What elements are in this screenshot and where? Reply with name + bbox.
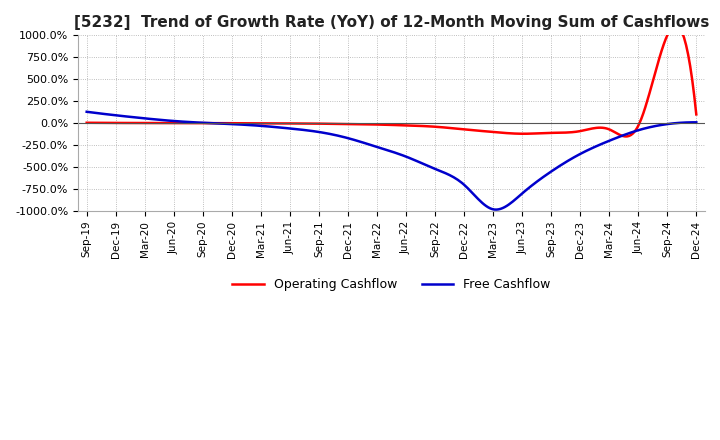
Free Cashflow: [82, 109, 91, 114]
Operating Cashflow: [692, 112, 701, 117]
Free Cashflow: [84, 110, 93, 115]
Free Cashflow: [456, 179, 464, 184]
Operating Cashflow: [444, 125, 452, 130]
Operating Cashflow: [456, 126, 464, 132]
Operating Cashflow: [623, 134, 631, 139]
Operating Cashflow: [445, 125, 454, 131]
Title: [5232]  Trend of Growth Rate (YoY) of 12-Month Moving Sum of Cashflows: [5232] Trend of Growth Rate (YoY) of 12-…: [73, 15, 709, 30]
Operating Cashflow: [672, 22, 680, 28]
Free Cashflow: [492, 207, 501, 212]
Free Cashflow: [637, 127, 646, 132]
Free Cashflow: [598, 141, 607, 146]
Free Cashflow: [692, 120, 701, 125]
Free Cashflow: [444, 172, 452, 177]
Operating Cashflow: [84, 120, 93, 125]
Free Cashflow: [445, 172, 454, 178]
Line: Free Cashflow: Free Cashflow: [86, 112, 696, 209]
Operating Cashflow: [637, 116, 646, 121]
Operating Cashflow: [82, 120, 91, 125]
Operating Cashflow: [596, 125, 605, 130]
Line: Operating Cashflow: Operating Cashflow: [86, 25, 696, 136]
Legend: Operating Cashflow, Free Cashflow: Operating Cashflow, Free Cashflow: [228, 273, 556, 296]
